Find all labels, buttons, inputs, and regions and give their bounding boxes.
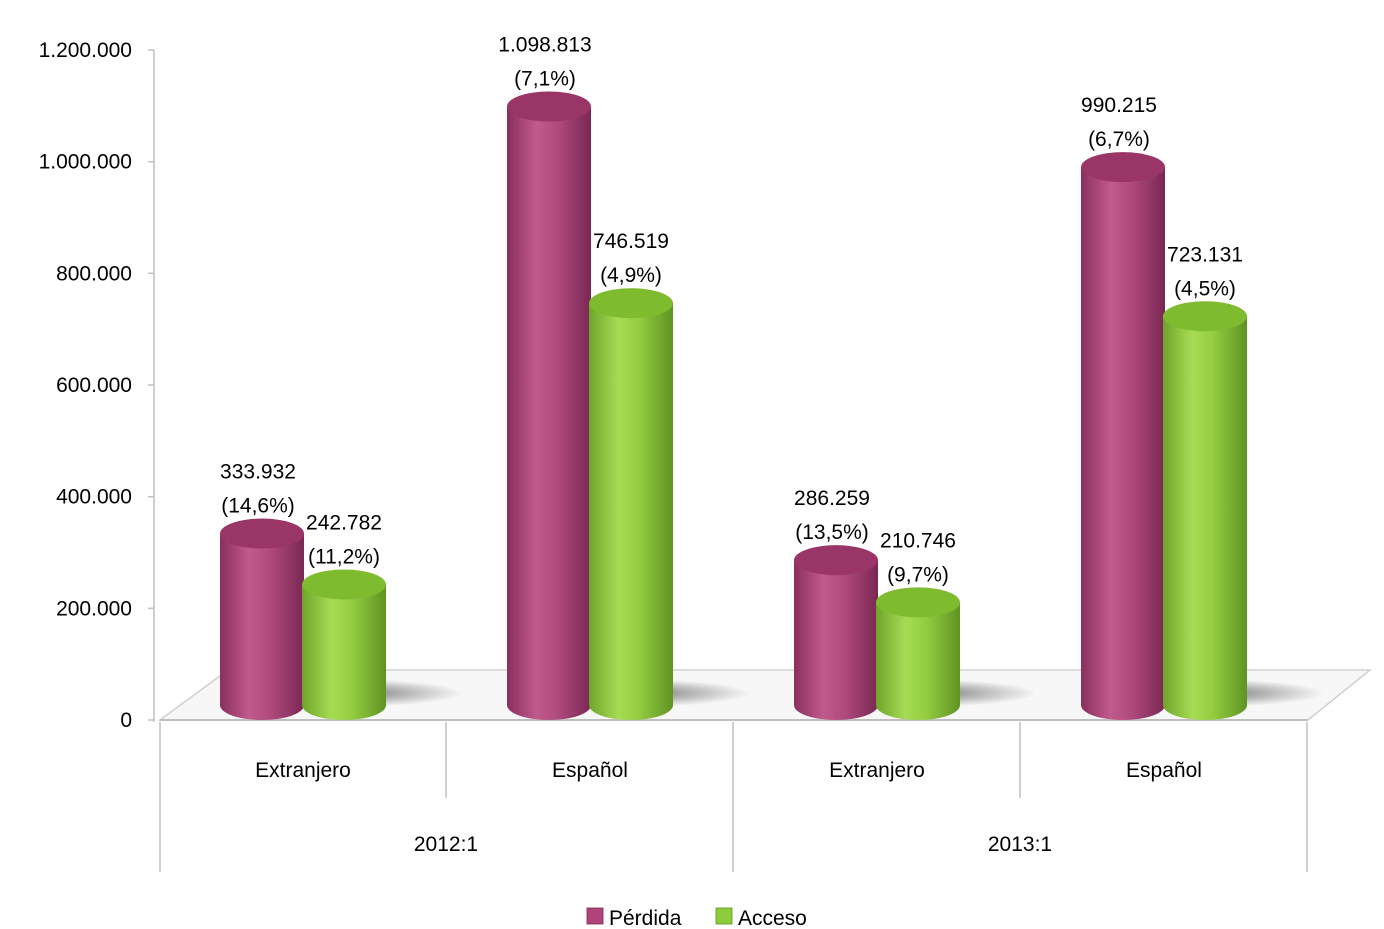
bars bbox=[220, 91, 1247, 721]
y-tick-label: 1.200.000 bbox=[39, 39, 132, 62]
y-tick-label: 0 bbox=[120, 709, 132, 732]
bar-prdida-body bbox=[507, 106, 591, 720]
legend: Pérdida Acceso bbox=[586, 907, 807, 929]
category-label: Español bbox=[552, 759, 628, 782]
data-label-pct: (7,1%) bbox=[514, 67, 576, 90]
data-labels: 333.932 (14,6%) 242.782 (11,2%) 1.098.813 (7,… bbox=[220, 33, 1243, 586]
y-tick-label: 800.000 bbox=[56, 262, 132, 285]
data-label-pct: (9,7%) bbox=[887, 563, 949, 586]
bar-acceso-top bbox=[589, 288, 673, 319]
legend-label-acceso: Acceso bbox=[738, 907, 807, 929]
data-label-pct: (14,6%) bbox=[221, 495, 295, 518]
group-label: 2012:1 bbox=[414, 833, 478, 856]
legend-label-perdida: Pérdida bbox=[609, 907, 682, 929]
category-label: Extranjero bbox=[255, 759, 351, 782]
data-label-value: 286.259 bbox=[794, 487, 870, 510]
data-label-pct: (6,7%) bbox=[1088, 128, 1150, 151]
bar-acceso-body bbox=[589, 303, 673, 720]
legend-swatch-perdida bbox=[586, 907, 604, 925]
bar-acceso-body bbox=[302, 584, 386, 720]
y-axis-ticks: 0 200.000 400.000 600.000 800.000 1.000.000 1.… bbox=[39, 39, 154, 732]
data-label-value: 746.519 bbox=[593, 230, 669, 253]
bar-acceso-top bbox=[1163, 301, 1247, 332]
data-label-value: 210.746 bbox=[880, 529, 956, 552]
data-label-value: 723.131 bbox=[1167, 243, 1243, 266]
category-label: Español bbox=[1126, 759, 1202, 782]
bar-acceso-body bbox=[876, 602, 960, 720]
bar-acceso-top bbox=[876, 587, 960, 618]
bar-prdida-body bbox=[220, 533, 304, 720]
data-label-value: 1.098.813 bbox=[498, 33, 591, 56]
data-label-pct: (4,9%) bbox=[600, 264, 662, 287]
legend-swatch-acceso bbox=[715, 907, 733, 925]
bar-prdida-top bbox=[1081, 152, 1165, 183]
y-tick-label: 600.000 bbox=[56, 374, 132, 397]
category-labels: Extranjero Español Extranjero Español bbox=[255, 759, 1202, 782]
y-tick-label: 200.000 bbox=[56, 597, 132, 620]
floor bbox=[157, 669, 1373, 721]
group-label: 2013:1 bbox=[988, 833, 1052, 856]
bar-prdida-body bbox=[1081, 167, 1165, 721]
bar-prdida-top bbox=[507, 91, 591, 122]
bar-acceso-body bbox=[1163, 316, 1247, 720]
data-label-value: 333.932 bbox=[220, 461, 296, 484]
y-tick-label: 400.000 bbox=[56, 486, 132, 509]
bar-acceso-top bbox=[302, 569, 386, 600]
bar-prdida-top bbox=[220, 518, 304, 549]
bar-prdida-top bbox=[794, 545, 878, 576]
data-label-value: 990.215 bbox=[1081, 94, 1157, 117]
data-label-value: 242.782 bbox=[306, 511, 382, 534]
category-axis bbox=[159, 722, 1308, 872]
category-label: Extranjero bbox=[829, 759, 925, 782]
data-label-pct: (13,5%) bbox=[795, 521, 869, 544]
group-labels: 2012:1 2013:1 bbox=[414, 833, 1052, 856]
data-label-pct: (4,5%) bbox=[1174, 277, 1236, 300]
y-tick-label: 1.000.000 bbox=[39, 151, 132, 174]
bar-prdida-body bbox=[794, 560, 878, 720]
data-label-pct: (11,2%) bbox=[308, 545, 380, 568]
